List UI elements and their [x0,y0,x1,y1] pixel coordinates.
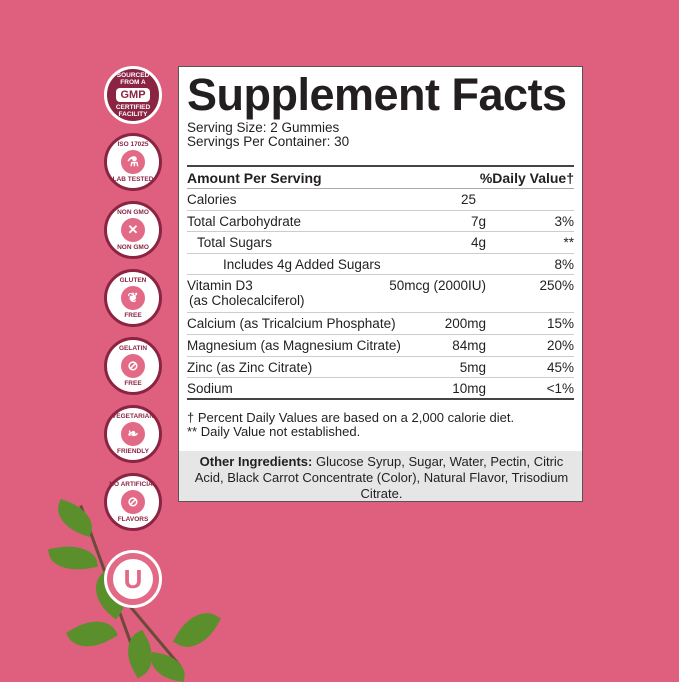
nutrient-amount: 25 [460,192,476,207]
nutrient-daily-value: 45% [546,359,574,375]
nutrient-row: Total Sugars 4g ** [187,232,574,254]
nutrient-amount: 4g [470,235,486,251]
nutrient-name-line: Total Carbohydrate [187,213,302,229]
nutrient-row: Vitamin D3 (as Cholecalciferol) 50mcg (200… [187,275,574,314]
other-ingredients: Other Ingredients: Glucose Syrup, Sugar,… [179,451,582,501]
nutrient-name-line: Sodium [187,381,233,397]
nutrient-table: Calories 25 Total Carbohydrate 7g 3% Total Su… [187,189,574,400]
badge-gelatin: GELATIN ⊘ FREE [104,337,162,395]
badge-bottom-text: FREE [124,312,142,319]
wheat-icon: ❦ [121,286,145,310]
daily-value-label: %Daily Value† [479,170,574,186]
badge-top-text: ISO 17025 [117,141,149,148]
nutrient-row: Calories 25 [187,189,574,211]
nutrient-daily-value: <1% [546,381,574,397]
nutrient-name-line: Calcium (as Tricalcium Phosphate) [187,316,396,332]
ingredients-label: Other Ingredients: [199,454,313,469]
badge-bottom-text: FRIENDLY [117,448,149,455]
nutrient-amount: 200mg [444,316,486,332]
dropper-icon: ⊘ [121,490,145,514]
nutrient-row: Calcium (as Tricalcium Phosphate) 200mg 15… [187,313,574,335]
footnote-not-established: ** Daily Value not established. [187,424,361,439]
serving-size: Serving Size: 2 Gummies [187,120,340,135]
nutrient-name-line: Calories [187,192,237,207]
ingredients-text: Glucose Syrup, Sugar, Water, Pectin, Cit… [194,454,569,501]
nutrient-amount: 84mg [452,337,486,353]
nutrient-name-line: Vitamin D3 [187,278,253,294]
nutrient-name-line: Total Sugars [197,235,273,251]
badge-top-text: GELATIN [118,345,148,352]
nutrient-daily-value: 20% [546,337,574,353]
nutrient-row: Magnesium (as Magnesium Citrate) 84mg 20% [187,335,574,357]
nutrient-name: Includes 4g Added Sugars [223,254,381,275]
badge-bottom-text: LAB TESTED [112,176,154,183]
badge-dna-crossed: NON GMO ✕ NON GMO [104,201,162,259]
nutrient-daily-value: ** [563,235,574,251]
amount-per-serving-label: Amount Per Serving [187,170,322,186]
nutrient-name-line: Magnesium (as Magnesium Citrate) [187,337,401,353]
badge-dropper: NO ARTIFICIAL ⊘ FLAVORS [104,473,162,531]
panel-title: Supplement Facts [187,69,567,120]
badge-bottom-text: NON GMO [117,244,149,251]
nutrient-name: Zinc (as Zinc Citrate) [187,357,312,378]
nutrient-name: Magnesium (as Magnesium Citrate) [187,335,401,356]
nutrient-amount: 5mg [459,359,486,375]
dna-crossed-icon: ✕ [121,218,145,242]
badge-top-text: NO ARTIFICIAL [109,481,157,488]
servings-per-container: Servings Per Container: 30 [187,134,350,149]
nutrient-name-detail: (as Cholecalciferol) [189,293,305,309]
badge-flask: ISO 17025 ⚗ LAB TESTED [104,133,162,191]
nutrient-row: Zinc (as Zinc Citrate) 5mg 45% [187,357,574,379]
gmp-icon: GMP [116,88,150,102]
nutrient-name: Calcium (as Tricalcium Phosphate) [187,313,396,334]
badge-leaves: VEGETARIAN ❧ FRIENDLY [104,405,162,463]
gelatin-icon: ⊘ [121,354,145,378]
nutrient-name: Vitamin D3 (as Cholecalciferol) [187,278,305,308]
badge-kosher-u: U [104,550,162,608]
serving-info: Serving Size: 2 Gummies Servings Per Con… [187,121,349,149]
footnote-daily-values: † Percent Daily Values are based on a 2,… [187,410,515,425]
nutrient-name: Total Sugars [197,232,272,253]
nutrient-daily-value: 250% [539,278,574,294]
badge-top-text: SOURCED FROM A [116,72,150,86]
nutrient-amount: 50mcg (2000IU) [389,278,486,294]
nutrient-name: Calories [187,189,237,210]
nutrient-amount: 10mg [452,381,486,397]
nutrient-name-line: Includes 4g Added Sugars [223,256,381,272]
kosher-u-icon: U [113,559,153,599]
nutrient-daily-value: 3% [554,213,574,229]
nutrient-amount: 7g [470,213,486,229]
nutrient-row: Includes 4g Added Sugars 8% [187,254,574,276]
nutrient-name: Sodium [187,378,233,399]
nutrient-name: Total Carbohydrate [187,211,301,232]
leaves-icon: ❧ [121,422,145,446]
nutrient-name-line: Zinc (as Zinc Citrate) [187,359,313,375]
nutrient-row: Total Carbohydrate 7g 3% [187,211,574,233]
badge-top-text: GLUTEN [119,277,147,284]
nutrient-daily-value: 15% [546,316,574,332]
badge-top-text: VEGETARIAN [111,413,155,420]
supplement-facts-panel: Supplement Facts Serving Size: 2 Gummies… [178,66,583,502]
badge-bottom-text: FREE [124,380,142,387]
footnotes: † Percent Daily Values are based on a 2,… [187,411,514,439]
nutrient-daily-value: 8% [554,256,574,272]
divider [187,165,574,167]
badge-top-text: NON GMO [117,209,149,216]
badge-bottom-text: CERTIFIED FACILITY [115,104,151,118]
flask-icon: ⚗ [121,150,145,174]
badge-bottom-text: FLAVORS [117,516,149,523]
table-header: Amount Per Serving %Daily Value† [187,167,574,189]
nutrient-row: Sodium 10mg <1% [187,378,574,400]
badge-gmp: SOURCED FROM A GMP CERTIFIED FACILITY [104,66,162,124]
badge-wheat: GLUTEN ❦ FREE [104,269,162,327]
